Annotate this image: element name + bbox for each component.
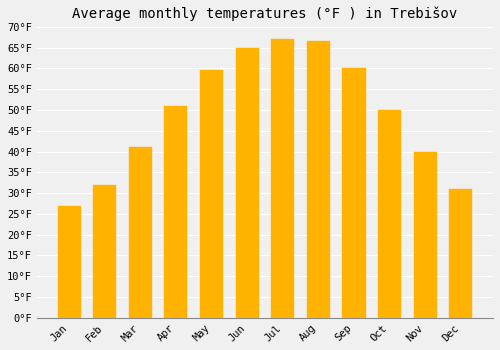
Bar [378, 110, 401, 318]
Bar [128, 147, 152, 318]
Bar [414, 152, 436, 318]
Bar [342, 68, 365, 318]
Bar [236, 48, 258, 318]
Bar [271, 39, 294, 318]
Bar [449, 189, 472, 318]
Bar [93, 185, 116, 318]
Bar [307, 41, 330, 318]
Bar [58, 205, 80, 318]
Title: Average monthly temperatures (°F ) in Trebišov: Average monthly temperatures (°F ) in Tr… [72, 7, 458, 21]
Bar [164, 106, 188, 318]
Bar [200, 70, 223, 318]
